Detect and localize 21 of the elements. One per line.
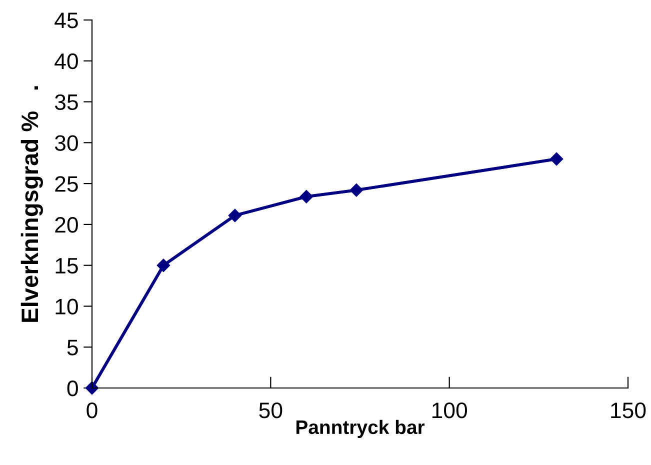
point: [350, 184, 364, 197]
y-tick-label: 30: [54, 135, 78, 151]
y-tick-label: 10: [56, 298, 78, 314]
y-axis-title: Elverkningsgrad % .: [20, 86, 43, 322]
y-tick-label: 15: [56, 258, 78, 274]
x-tick-label: 50: [259, 402, 282, 418]
x-tick-label: 100: [432, 402, 468, 418]
x-tick-label: 150: [611, 402, 646, 418]
y-tick-label: 25: [55, 176, 78, 192]
x-axis-title: Panntryck bar: [296, 420, 425, 438]
y-tick-label: 0: [67, 380, 78, 396]
point: [228, 208, 242, 222]
point: [550, 152, 564, 166]
y-tick-label: 45: [54, 12, 78, 28]
point: [156, 258, 170, 272]
y-tick-label: 35: [54, 94, 78, 110]
y-tick-label: 5: [67, 340, 78, 356]
point: [300, 190, 313, 204]
y-tick-label: 20: [55, 216, 78, 233]
x-tick-label: 0: [86, 402, 98, 418]
y-tick-label: 40: [54, 53, 78, 70]
